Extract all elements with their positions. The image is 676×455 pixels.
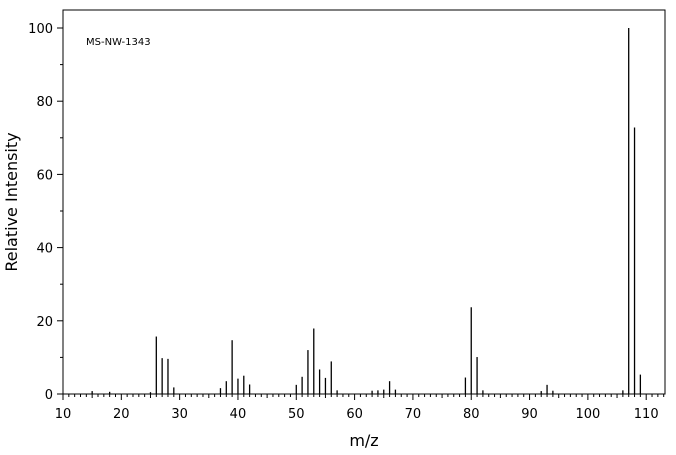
x-tick-label: 30 (171, 407, 188, 422)
y-tick-label: 100 (28, 22, 53, 37)
y-tick-labels: 0 20 40 60 80 100 (28, 22, 53, 403)
x-tick-label: 20 (113, 407, 130, 422)
spectrum-id-annotation: MS-NW-1343 (86, 37, 151, 48)
x-tick-label: 60 (346, 407, 363, 422)
spectrum-bars (91, 28, 642, 394)
y-tick-label: 40 (36, 242, 53, 257)
x-tick-label: 90 (521, 407, 538, 422)
y-axis-label: Relative Intensity (2, 132, 21, 271)
x-tick-label: 10 (55, 407, 72, 422)
x-tick-labels: 10 20 30 40 50 60 70 80 90 100 110 (55, 407, 659, 422)
x-tick-label: 80 (463, 407, 480, 422)
plot-frame (62, 9, 666, 395)
x-tick-label: 40 (230, 407, 247, 422)
y-tick-label: 60 (36, 168, 53, 183)
y-tick-label: 20 (36, 315, 53, 330)
x-tick-label: 50 (288, 407, 305, 422)
x-tick-label: 70 (405, 407, 422, 422)
x-tick-label: 110 (634, 407, 659, 422)
y-tick-label: 80 (36, 95, 53, 110)
x-axis-label: m/z (349, 431, 378, 450)
axis-ticks (57, 27, 665, 400)
x-tick-label: 100 (575, 407, 600, 422)
y-tick-label: 0 (45, 388, 53, 403)
